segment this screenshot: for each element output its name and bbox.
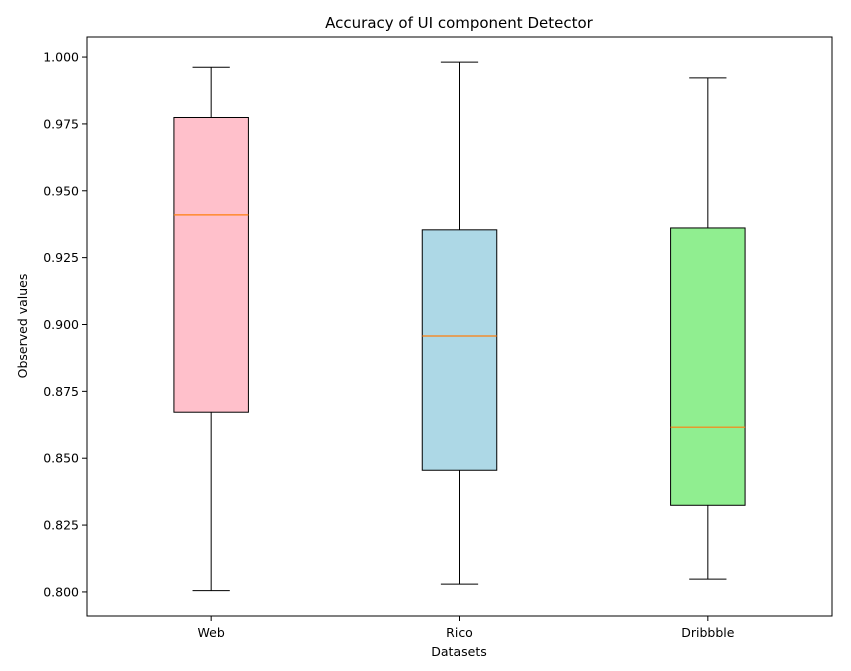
box-group-rico bbox=[421, 61, 498, 585]
box-group-dribbble bbox=[670, 77, 746, 580]
plot-area bbox=[173, 61, 746, 592]
box-iqr bbox=[173, 116, 249, 413]
y-tick-label: 0.900 bbox=[43, 317, 79, 332]
box-iqr bbox=[421, 229, 498, 471]
y-tick-label: 0.975 bbox=[43, 116, 79, 131]
y-tick-label: 0.875 bbox=[43, 384, 79, 399]
box-group-web bbox=[173, 66, 249, 592]
y-tick-label: 0.850 bbox=[43, 451, 79, 466]
y-tick-label: 0.825 bbox=[43, 518, 79, 533]
x-tick-label: Dribbble bbox=[681, 625, 735, 640]
y-tick-label: 0.800 bbox=[43, 584, 79, 599]
box-iqr bbox=[670, 227, 746, 506]
x-tick-label: Rico bbox=[446, 625, 473, 640]
chart-title: Accuracy of UI component Detector bbox=[325, 14, 593, 32]
y-axis-label: Observed values bbox=[15, 274, 30, 379]
y-tick-label: 1.000 bbox=[43, 50, 79, 65]
x-tick-label: Web bbox=[198, 625, 225, 640]
x-axis-label: Datasets bbox=[431, 644, 486, 659]
y-tick-label: 0.950 bbox=[43, 183, 79, 198]
y-tick-label: 0.925 bbox=[43, 250, 79, 265]
